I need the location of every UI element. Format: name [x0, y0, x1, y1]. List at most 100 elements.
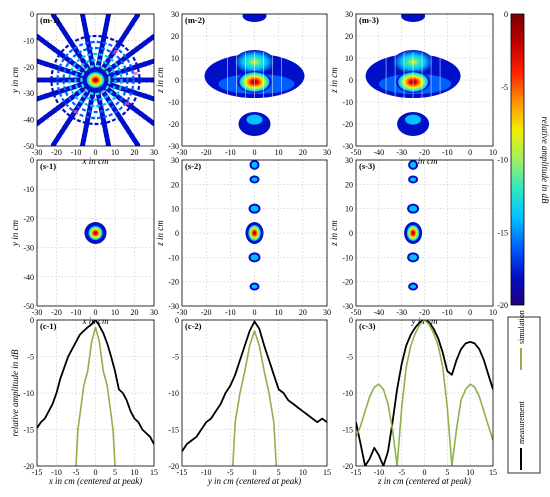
sidelobe-ray — [93, 58, 154, 83]
x-tick-label: 10 — [489, 148, 497, 157]
y-tick-label: -30 — [342, 142, 353, 151]
legend: measurement simulation — [507, 310, 541, 474]
y-tick-label: 30 — [345, 10, 353, 19]
y-tick-label: 10 — [345, 205, 353, 214]
y-tick-label: -30 — [168, 302, 179, 311]
x-tick-label: 30 — [323, 308, 331, 317]
x-tick-label: -50 — [351, 308, 362, 317]
axes-frame — [36, 319, 155, 467]
y-tick-label: -10 — [342, 253, 353, 262]
lobe — [409, 254, 418, 261]
plot-area — [356, 320, 493, 466]
x-tick-label: 20 — [131, 308, 139, 317]
axes-frame — [36, 13, 155, 147]
x-tick-label: -30 — [32, 308, 43, 317]
ring — [80, 64, 111, 96]
y-tick-label: 30 — [171, 156, 179, 165]
x-tick-label: 5 — [445, 468, 449, 477]
plot-area — [245, 160, 264, 291]
x-tick-label: 0 — [94, 308, 98, 317]
y-tick-label: -10 — [23, 185, 34, 194]
axes-frame — [181, 159, 328, 307]
colorbar: relative amplitude in dB 0 -5 -10 -15 -20 — [497, 10, 550, 310]
panel-label: (c-3) — [359, 321, 376, 331]
y-tick-label: 0 — [349, 316, 353, 325]
y-tick-label: -40 — [23, 273, 34, 282]
x-tick-label: -10 — [71, 308, 82, 317]
y-tick-label: 30 — [171, 10, 179, 19]
colorbar-label: relative amplitude in dB — [540, 117, 550, 204]
sidelobe-ray — [93, 77, 112, 146]
legend-measurement-label: measurement — [517, 401, 526, 444]
series-simulation — [232, 330, 278, 466]
lobe — [250, 254, 259, 261]
x-tick-label: -5 — [227, 468, 234, 477]
y-tick-label: -30 — [342, 302, 353, 311]
x-tick-label: 10 — [299, 468, 307, 477]
panel-label: (c-1) — [40, 321, 57, 331]
axes-frame — [355, 13, 494, 147]
colorbar-tick-label: -10 — [497, 156, 508, 165]
y-tick-label: -30 — [23, 89, 34, 98]
y-tick-label: -5 — [27, 353, 34, 362]
x-tick-label: -20 — [201, 148, 212, 157]
y-tick-label: -50 — [23, 302, 34, 311]
x-tick-label: -5 — [398, 468, 405, 477]
y-tick-label: -20 — [168, 120, 179, 129]
x-tick-label: -10 — [442, 148, 453, 157]
y-tick-label: -10 — [168, 98, 179, 107]
y-tick-label: -20 — [23, 63, 34, 72]
x-tick-label: 0 — [94, 148, 98, 157]
panel-c-2: -15 -10 -5 0 5 10 150-5-10-15-20(c-2)y in cm (… — [168, 316, 331, 486]
lobe — [410, 177, 417, 182]
y-tick-label: -20 — [23, 462, 34, 471]
x-axis-label: x in cm — [82, 156, 109, 166]
x-tick-label: 10 — [275, 148, 283, 157]
y-tick-label: 0 — [349, 76, 353, 85]
y-tick-label: 10 — [171, 205, 179, 214]
x-tick-label: 0 — [253, 308, 257, 317]
colorbar-tick-label: -5 — [501, 83, 508, 92]
x-tick-label: 0 — [253, 468, 257, 477]
panel-s-1: -30 -20 -10 0 10 20 30 0 -10 -20 -30 -40 -50 (s-1) x i… — [10, 156, 158, 326]
axes-frame — [355, 319, 494, 467]
x-tick-label: -30 — [177, 148, 188, 157]
x-tick-label: 5 — [113, 468, 117, 477]
x-tick-label: 10 — [111, 148, 119, 157]
x-tick-label: 10 — [111, 308, 119, 317]
y-tick-label: -20 — [168, 278, 179, 287]
x-tick-label: -15 — [177, 468, 188, 477]
y-tick-label: 0 — [175, 229, 179, 238]
ring — [50, 34, 141, 126]
y-tick-label: -15 — [342, 426, 353, 435]
y-tick-label: 10 — [345, 54, 353, 63]
lobe — [247, 224, 262, 242]
series-measurement — [37, 320, 154, 445]
plot-area — [204, 14, 305, 136]
x-tick-label: -15 — [32, 468, 43, 477]
plot-area — [84, 222, 107, 244]
y-axis-label: z in cm — [329, 220, 339, 247]
x-tick-label: -20 — [201, 308, 212, 317]
series-simulation — [75, 326, 116, 466]
y-tick-label: -10 — [168, 253, 179, 262]
top-lobe — [401, 14, 426, 22]
plot-area — [37, 14, 154, 146]
y-tick-label: -20 — [342, 462, 353, 471]
y-tick-label: -10 — [168, 389, 179, 398]
x-tick-label: -20 — [419, 308, 430, 317]
y-tick-label: 0 — [175, 316, 179, 325]
y-tick-label: -20 — [342, 120, 353, 129]
panel-label: (s-1) — [40, 161, 56, 171]
y-axis-label: y in cm — [10, 67, 20, 94]
y-tick-label: -10 — [23, 36, 34, 45]
x-tick-label: -10 — [373, 468, 384, 477]
y-tick-label: 20 — [345, 32, 353, 41]
artifact — [125, 102, 130, 105]
panel-label: (m-2) — [185, 15, 205, 25]
panel-m-2: -30 -20 -10 0 10 20 30 30 20 10 0 -10 -20 -30 (m-2) z i… — [155, 10, 331, 157]
y-axis-label: z in cm — [155, 220, 165, 247]
y-tick-label: -10 — [342, 98, 353, 107]
x-tick-label: -10 — [225, 308, 236, 317]
